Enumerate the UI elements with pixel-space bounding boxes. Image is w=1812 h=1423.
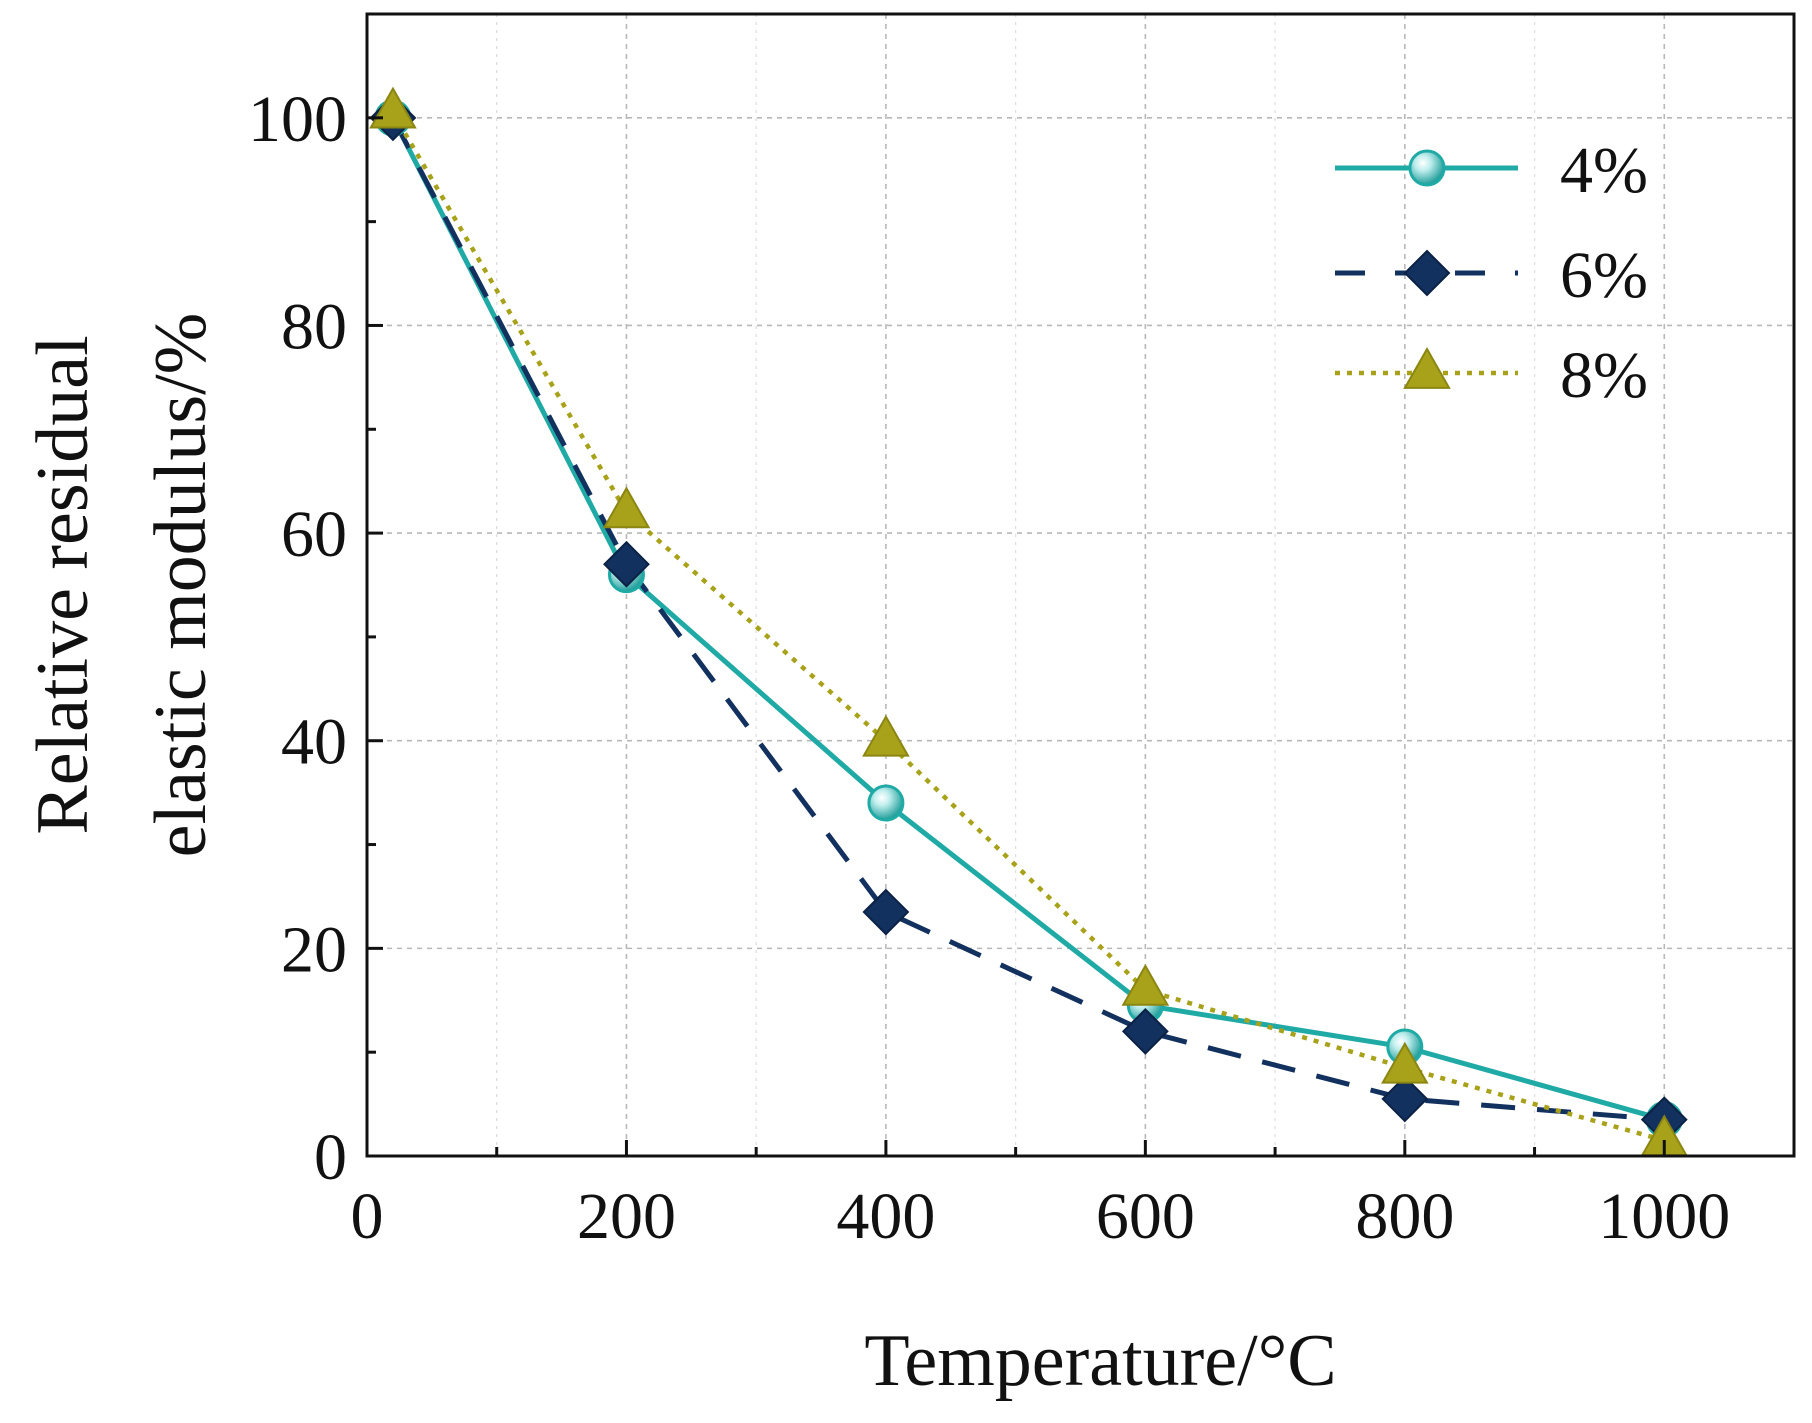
- y-tick-label: 100: [248, 83, 347, 156]
- x-tick-label: 0: [351, 1180, 384, 1253]
- data-point-triangle: [602, 486, 651, 529]
- series-6pct: [390, 116, 1665, 1123]
- data-point-diamond: [1381, 1075, 1429, 1123]
- series-8pct: [391, 111, 1665, 1143]
- grid: [367, 14, 1794, 1156]
- x-tick-label: 400: [836, 1180, 935, 1253]
- legend-label: 8%: [1560, 339, 1648, 412]
- series-line: [391, 111, 1665, 1143]
- legend-item: 4%: [1335, 134, 1648, 207]
- axis-ticks: 0 200 400 600 800 1000 0 20 40 60 80 100: [248, 83, 1730, 1253]
- data-point-triangle: [862, 714, 910, 757]
- x-tick-label: 1000: [1598, 1180, 1730, 1253]
- plot-frame: [365, 12, 1796, 1158]
- data-point-diamond: [603, 540, 650, 588]
- x-tick-label: 200: [577, 1180, 676, 1253]
- series-markers-4pct: [374, 99, 1683, 1139]
- data-point-triangle: [1121, 963, 1170, 1006]
- y-tick-label: 20: [281, 913, 347, 986]
- data-point-circle: [1408, 149, 1446, 187]
- series-markers-6pct: [369, 94, 1688, 1144]
- legend-label: 6%: [1560, 239, 1648, 312]
- x-tick-label: 600: [1096, 1180, 1195, 1253]
- data-point-circle: [867, 784, 905, 822]
- y-axis-title-line-2: elastic modulus/%: [140, 313, 222, 858]
- series-layer: [369, 86, 1689, 1157]
- series-line: [390, 116, 1665, 1123]
- legend-item: 6%: [1335, 239, 1648, 312]
- y-tick-label: 0: [314, 1121, 347, 1194]
- series-4pct: [390, 116, 1665, 1123]
- legend-item: 8%: [1335, 339, 1648, 412]
- y-tick-label: 80: [281, 290, 347, 363]
- data-point-diamond: [862, 888, 910, 936]
- series-line: [390, 116, 1665, 1123]
- y-tick-label: 40: [281, 706, 347, 779]
- y-axis-title-line-1: Relative residual: [22, 335, 104, 834]
- data-point-diamond: [1403, 249, 1451, 297]
- x-tick-label: 800: [1355, 1180, 1454, 1253]
- data-point-diamond: [1121, 1008, 1169, 1055]
- x-axis-title: Temperature/°C: [864, 1320, 1336, 1402]
- series-markers-8pct: [369, 86, 1689, 1157]
- data-point-triangle: [1381, 1041, 1429, 1084]
- legend: 4% 6% 8%: [1335, 134, 1648, 412]
- data-point-triangle: [1403, 346, 1451, 389]
- legend-label: 4%: [1560, 134, 1648, 207]
- y-tick-label: 60: [281, 498, 347, 571]
